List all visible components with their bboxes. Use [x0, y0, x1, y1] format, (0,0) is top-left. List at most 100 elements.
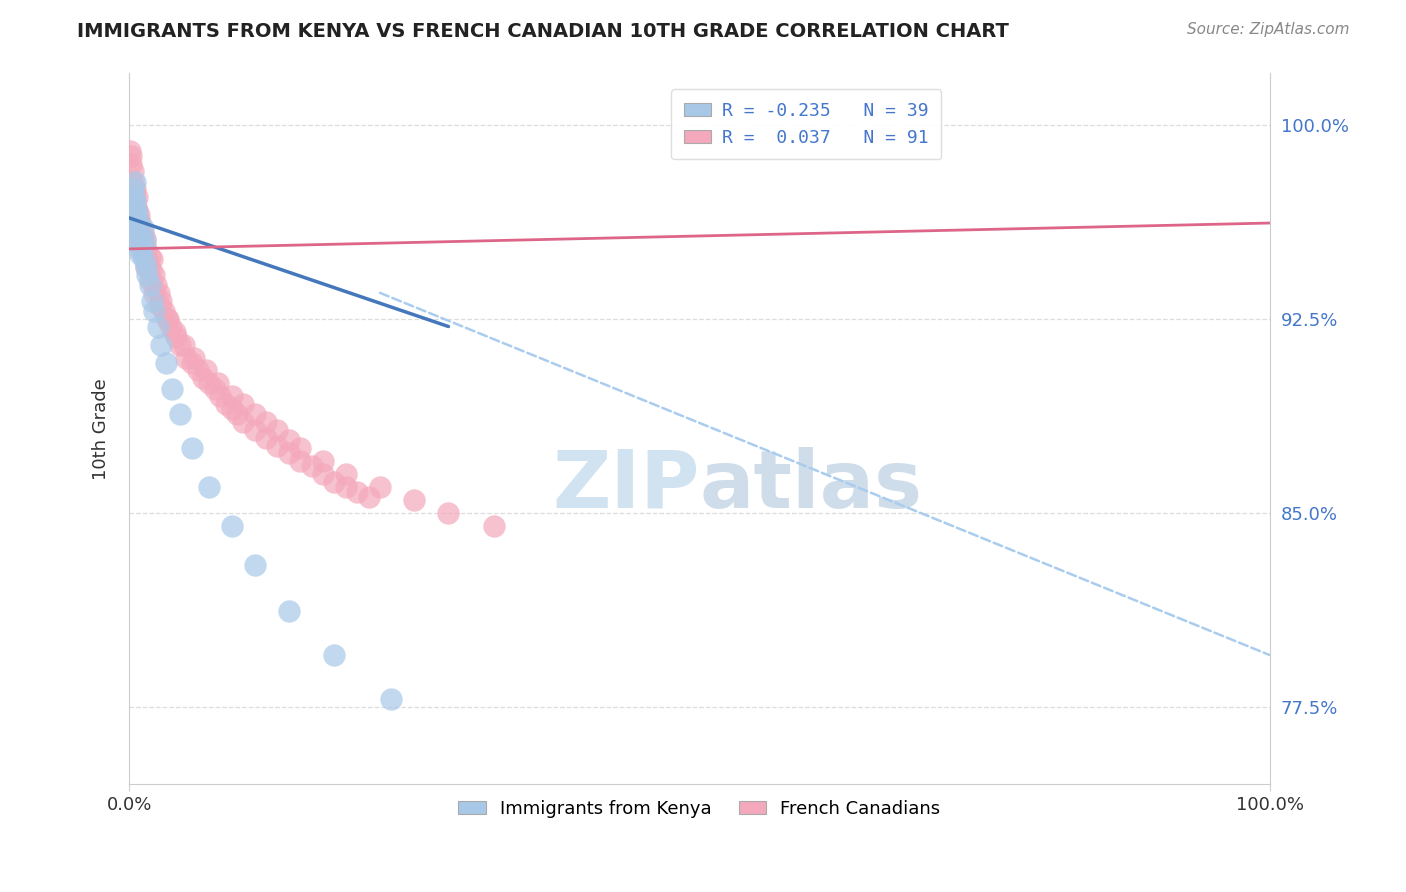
- Point: [122, 190, 145, 204]
- Point: [128, 227, 150, 241]
- Point: [121, 164, 143, 178]
- Point: [120, 144, 142, 158]
- Point: [131, 234, 153, 248]
- Point: [357, 490, 380, 504]
- Text: ZIP: ZIP: [553, 447, 699, 524]
- Point: [136, 252, 159, 267]
- Point: [122, 190, 145, 204]
- Point: [207, 376, 229, 391]
- Point: [221, 518, 243, 533]
- Point: [156, 311, 179, 326]
- Point: [127, 213, 149, 227]
- Point: [173, 337, 195, 351]
- Point: [335, 480, 357, 494]
- Point: [134, 231, 156, 245]
- Point: [243, 408, 266, 422]
- Point: [146, 319, 169, 334]
- Point: [204, 382, 226, 396]
- Point: [135, 242, 157, 256]
- Point: [266, 438, 288, 452]
- Point: [132, 239, 155, 253]
- Point: [160, 319, 183, 334]
- Point: [127, 227, 149, 241]
- Point: [125, 201, 148, 215]
- Point: [312, 467, 335, 481]
- Point: [124, 175, 146, 189]
- Point: [150, 337, 173, 351]
- Point: [380, 692, 402, 706]
- Point: [198, 376, 221, 391]
- Point: [277, 446, 299, 460]
- Point: [221, 389, 243, 403]
- Point: [180, 441, 202, 455]
- Point: [139, 262, 162, 277]
- Point: [128, 221, 150, 235]
- Point: [169, 408, 191, 422]
- Point: [437, 506, 460, 520]
- Point: [125, 203, 148, 218]
- Text: IMMIGRANTS FROM KENYA VS FRENCH CANADIAN 10TH GRADE CORRELATION CHART: IMMIGRANTS FROM KENYA VS FRENCH CANADIAN…: [77, 22, 1010, 41]
- Point: [368, 480, 391, 494]
- Point: [193, 371, 215, 385]
- Point: [215, 397, 238, 411]
- Point: [127, 234, 149, 248]
- Point: [124, 195, 146, 210]
- Point: [221, 402, 243, 417]
- Point: [277, 434, 299, 448]
- Point: [125, 203, 148, 218]
- Point: [277, 604, 299, 618]
- Point: [135, 260, 157, 274]
- Point: [135, 260, 157, 274]
- Point: [125, 216, 148, 230]
- Point: [125, 208, 148, 222]
- Point: [254, 415, 277, 429]
- Point: [301, 459, 323, 474]
- Point: [186, 363, 208, 377]
- Point: [129, 247, 152, 261]
- Y-axis label: 10th Grade: 10th Grade: [93, 378, 110, 480]
- Point: [254, 431, 277, 445]
- Point: [138, 260, 160, 274]
- Point: [127, 216, 149, 230]
- Point: [145, 278, 167, 293]
- Point: [183, 351, 205, 365]
- Point: [153, 304, 176, 318]
- Point: [122, 190, 145, 204]
- Point: [143, 304, 166, 318]
- Point: [226, 408, 249, 422]
- Point: [141, 252, 163, 267]
- Point: [125, 208, 148, 222]
- Point: [125, 221, 148, 235]
- Text: atlas: atlas: [699, 447, 922, 524]
- Point: [232, 415, 254, 429]
- Point: [155, 356, 177, 370]
- Point: [138, 273, 160, 287]
- Point: [132, 252, 155, 267]
- Point: [143, 285, 166, 300]
- Point: [124, 182, 146, 196]
- Point: [323, 648, 346, 662]
- Point: [288, 441, 311, 455]
- Point: [120, 156, 142, 170]
- Point: [132, 227, 155, 241]
- Point: [138, 250, 160, 264]
- Point: [165, 330, 187, 344]
- Point: [162, 382, 184, 396]
- Point: [131, 239, 153, 253]
- Point: [124, 213, 146, 227]
- Point: [482, 518, 505, 533]
- Point: [127, 227, 149, 241]
- Point: [174, 351, 197, 365]
- Point: [163, 325, 186, 339]
- Text: Source: ZipAtlas.com: Source: ZipAtlas.com: [1187, 22, 1350, 37]
- Point: [122, 182, 145, 196]
- Point: [129, 216, 152, 230]
- Point: [288, 454, 311, 468]
- Point: [125, 227, 148, 241]
- Point: [232, 397, 254, 411]
- Point: [198, 480, 221, 494]
- Point: [180, 356, 202, 370]
- Point: [129, 227, 152, 241]
- Point: [121, 182, 143, 196]
- Point: [323, 475, 346, 489]
